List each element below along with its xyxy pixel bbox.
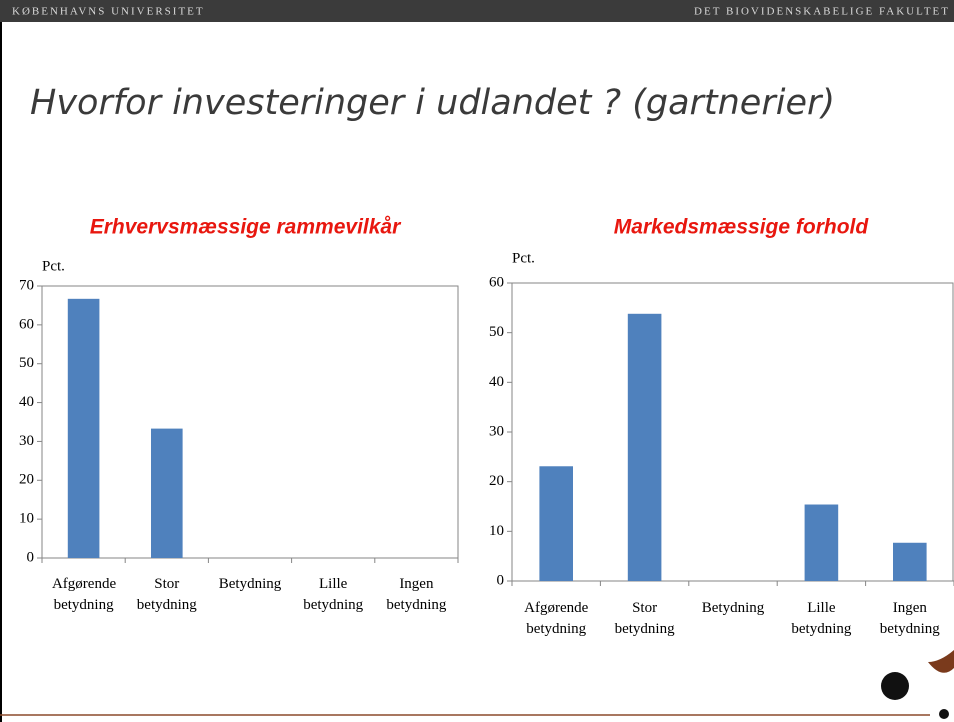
x-tick-label: Betydning [701, 600, 765, 616]
chart-title: Markedsmæssige forhold [614, 216, 870, 239]
x-tick-label-box: Stor betydning [136, 576, 197, 613]
x-tick-label-box: Ingen betydning [386, 576, 447, 613]
x-tick-label-box: Afgørende betydning [524, 600, 589, 637]
x-tick-label-box: Betydning [701, 600, 765, 616]
x-tick-label: Lille betydning [303, 576, 364, 613]
y-tick-label: 0 [27, 549, 35, 565]
x-tick-label: Afgørende betydning [51, 576, 117, 613]
y-tick-label: 20 [489, 473, 504, 489]
header-bar [0, 0, 954, 22]
y-axis-label: Pct. [512, 250, 535, 266]
bar [67, 298, 100, 558]
chart-title: Erhvervsmæssige rammevilkår [90, 216, 402, 239]
y-tick-label: 60 [489, 274, 504, 290]
x-tick-label: Stor betydning [136, 576, 197, 613]
y-tick-label: 10 [489, 523, 504, 539]
x-tick-label: Stor betydning [614, 600, 675, 637]
logo-dot-small [939, 709, 949, 719]
x-tick-label-box: Lille betydning [791, 600, 852, 637]
x-tick-label: Ingen betydning [879, 600, 940, 637]
x-tick-label: Afgørende betydning [524, 600, 589, 637]
bar [893, 542, 927, 581]
header-right: DET BIOVIDENSKABELIGE FAKULTET [694, 6, 950, 18]
x-tick-label: Ingen betydning [386, 576, 447, 613]
y-tick-label: 50 [489, 324, 504, 340]
x-tick-label-box: Afgørende betydning [51, 576, 117, 613]
y-axis-label: Pct. [42, 258, 65, 274]
y-tick-label: 40 [489, 374, 504, 390]
x-tick-label: Betydning [218, 576, 282, 592]
x-tick-label-box: Lille betydning [303, 576, 364, 613]
x-tick-label-box: Betydning [218, 576, 282, 592]
bar [150, 428, 183, 558]
x-tick-label-box: Stor betydning [614, 600, 675, 637]
y-tick-label: 20 [19, 472, 34, 488]
y-tick-label: 30 [489, 423, 504, 439]
y-tick-label: 50 [19, 355, 34, 371]
y-tick-label: 40 [19, 394, 34, 410]
bar [539, 466, 573, 581]
logo-fragment [928, 650, 954, 673]
x-tick-label-box: Ingen betydning [879, 600, 940, 637]
slide-title: Hvorfor investeringer i udlandet ? (gart… [30, 83, 835, 123]
logo-dot [881, 672, 909, 700]
bar [804, 504, 839, 581]
y-tick-label: 30 [19, 433, 34, 449]
plot-frame [41, 285, 459, 559]
y-tick-label: 60 [19, 316, 34, 332]
y-tick-label: 0 [497, 572, 505, 588]
bar [627, 313, 662, 581]
plot-frame [511, 282, 954, 582]
y-tick-label: 10 [19, 511, 34, 527]
x-tick-label: Lille betydning [791, 600, 852, 637]
header-left: KØBENHAVNS UNIVERSITET [12, 6, 205, 18]
y-tick-label: 70 [19, 277, 34, 293]
